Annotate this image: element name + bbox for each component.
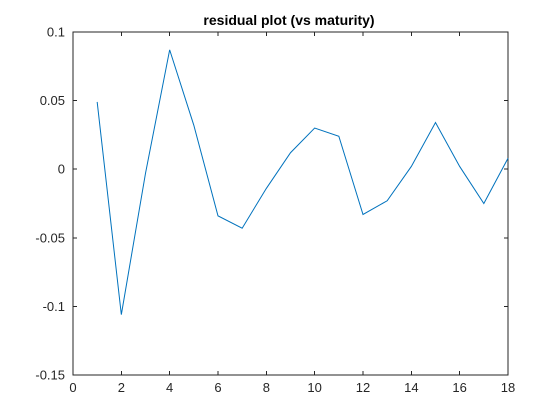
y-tick-label: 0.05 [40, 93, 65, 108]
y-tick-label: 0.1 [47, 25, 65, 40]
x-tick-label: 2 [118, 380, 125, 395]
x-tick-label: 4 [166, 380, 173, 395]
x-tick-label: 6 [214, 380, 221, 395]
y-tick-label: 0 [58, 162, 65, 177]
x-tick-label: 16 [452, 380, 466, 395]
axes-box [72, 31, 509, 376]
y-tick-label: -0.1 [43, 299, 65, 314]
y-tick-label: -0.05 [35, 230, 65, 245]
y-tick-label: -0.15 [35, 368, 65, 383]
ticks: 0 2 4 6 8 10 12 14 16 18 -0.15 -0.1 -0.05 0 0.05 0.1 [35, 25, 515, 396]
x-tick-label: 8 [263, 380, 270, 395]
series-line [96, 49, 509, 315]
series [96, 49, 509, 315]
x-tick-label: 14 [404, 380, 418, 395]
x-tick-label: 0 [69, 380, 76, 395]
x-tick-label: 12 [356, 380, 370, 395]
chart-title: residual plot (vs maturity) [203, 12, 374, 28]
x-tick-label: 18 [501, 380, 515, 395]
x-tick-label: 10 [307, 380, 321, 395]
plot-area [73, 32, 508, 375]
axes [72, 31, 509, 376]
